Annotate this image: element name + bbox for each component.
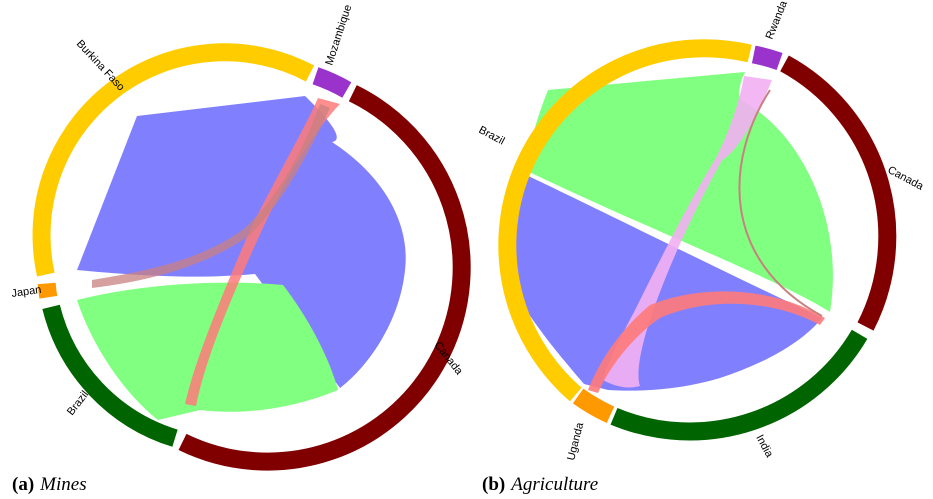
caption-agriculture: (b) Agriculture: [482, 474, 598, 496]
segment-label-canada: Canada: [886, 164, 926, 193]
chord-burkina-faso-canada: [77, 96, 406, 388]
chord-diagram-mines: Mozambique Canada Brazil Japan Burkina F…: [11, 3, 471, 471]
ring-segment-rwanda: [751, 45, 783, 71]
caption-title: Agriculture: [511, 474, 599, 495]
caption-letter: (b): [482, 474, 506, 495]
ring-segment-india: [610, 329, 868, 441]
segment-label-japan: Japan: [11, 284, 42, 300]
chord-canada-india: [738, 89, 823, 317]
segment-label-brazil: Brazil: [477, 124, 507, 148]
chord-diagram-agriculture: Rwanda Canada India Uganda Brazil: [477, 0, 926, 462]
ring-segment-brazil: [42, 304, 178, 447]
caption-title: Mines: [40, 474, 87, 495]
chord-uganda-india: [588, 291, 825, 393]
ring-segment-brazil: [498, 39, 752, 402]
ring-segment-mozambique: [312, 67, 352, 98]
chord-brazil-india: [511, 172, 822, 391]
segment-label-rwanda: Rwanda: [764, 0, 791, 41]
ring-segment-uganda: [572, 388, 615, 423]
ring-segment-canada: [178, 85, 471, 471]
chord-mozambique-brazil: [185, 98, 340, 406]
caption-mines: (a) Mines: [12, 474, 87, 496]
ring-segment-burkina-faso: [32, 43, 315, 277]
segment-label-burkina-faso: Burkina Faso: [74, 38, 127, 94]
segment-label-uganda: Uganda: [565, 421, 586, 462]
segment-label-mozambique: Mozambique: [323, 3, 354, 67]
ring-segment-canada: [780, 55, 897, 331]
chord-mozambique-japan: [92, 104, 330, 288]
segment-label-india: India: [753, 433, 775, 460]
segment-label-brazil: Brazil: [65, 389, 91, 418]
ring-segment-japan: [37, 282, 58, 299]
caption-letter: (a): [12, 474, 35, 495]
